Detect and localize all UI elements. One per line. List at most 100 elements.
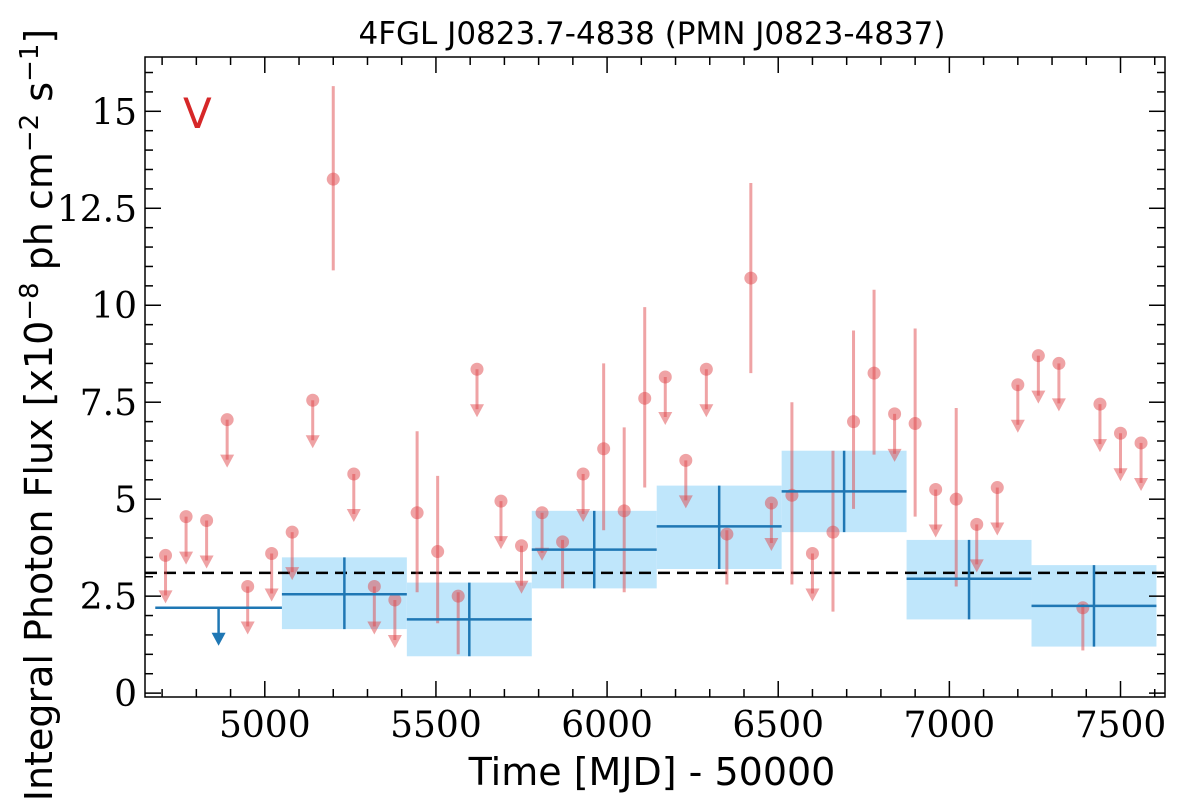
upper-limit-point xyxy=(200,514,214,528)
upper-limit-point xyxy=(306,393,320,407)
upper-limit-arrow xyxy=(535,547,550,561)
y-axis-title: Integral Photon Flux [x10−8 ph cm−2 s−1] xyxy=(15,29,61,800)
upper-limit-point xyxy=(265,546,279,560)
upper-limit-point xyxy=(347,467,361,481)
short-bin-point xyxy=(556,535,570,549)
upper-limit-arrow xyxy=(969,559,984,573)
y-tick-label: 5 xyxy=(114,480,137,521)
y-tick-label: 7.5 xyxy=(80,383,137,424)
short-bin-point xyxy=(908,417,922,431)
upper-limit-arrow xyxy=(576,508,591,522)
labels-layer: 4FGL J0823.7-4838 (PMN J0823-4837) V Tim… xyxy=(15,16,946,801)
upper-limit-point xyxy=(220,413,234,427)
upper-limit-point xyxy=(990,481,1004,495)
y-tick-label: 10 xyxy=(91,286,137,327)
upper-limit-point xyxy=(970,517,984,531)
x-tick-label: 7500 xyxy=(1075,705,1167,746)
upper-limit-arrow xyxy=(305,435,320,449)
short-bin-point xyxy=(720,527,734,541)
upper-limit-point xyxy=(179,510,193,524)
upper-limit-point xyxy=(241,579,255,593)
chart-title: 4FGL J0823.7-4838 (PMN J0823-4837) xyxy=(358,16,945,52)
upper-limit-arrow xyxy=(179,551,194,565)
y-tick-label: 0 xyxy=(114,674,137,715)
upper-limit-arrow xyxy=(928,524,943,538)
short-bin-point xyxy=(617,504,631,518)
upper-limit-point xyxy=(388,593,402,607)
upper-limit-arrow xyxy=(1051,398,1066,412)
short-bin-point xyxy=(1076,601,1090,615)
upper-limit-arrow xyxy=(1031,390,1046,404)
upper-limit-point xyxy=(494,494,508,508)
ticks-layer: 5000 5500 6000 6500 7000 7500 0 2.5 5 7.5 10 12.5 15 xyxy=(57,57,1166,746)
upper-limit-point xyxy=(285,525,299,539)
upper-limit-arrow xyxy=(240,621,255,635)
y-axis-title-exp2: −2 xyxy=(15,114,45,152)
upper-limit-arrow xyxy=(1092,439,1107,453)
short-bin-point xyxy=(597,442,611,456)
upper-limit-arrow xyxy=(764,538,779,552)
upper-limit-point xyxy=(367,579,381,593)
y-tick-label: 12.5 xyxy=(57,189,137,230)
axes-frame xyxy=(144,56,1166,698)
upper-limit-arrow xyxy=(678,495,693,509)
upper-limit-arrow xyxy=(346,508,361,522)
upper-limit-point xyxy=(515,539,529,553)
upper-limit-point xyxy=(888,407,902,421)
upper-limit-point xyxy=(159,548,173,562)
upper-limit-point xyxy=(1134,436,1148,450)
short-bin-point xyxy=(949,492,963,506)
long-bin-upper-limit-arrow xyxy=(211,632,226,646)
short-bin-point xyxy=(326,172,340,186)
upper-limit-point xyxy=(929,482,943,496)
short-bin-point xyxy=(744,271,758,285)
short-bin-point xyxy=(410,506,424,520)
y-axis-title-exp3: −1 xyxy=(15,44,45,82)
upper-limit-arrow xyxy=(990,522,1005,536)
upper-limit-point xyxy=(1031,349,1045,363)
upper-limit-arrow xyxy=(158,590,173,604)
upper-limit-arrow xyxy=(1134,477,1149,491)
upper-limit-arrow xyxy=(805,588,820,602)
upper-limit-arrow xyxy=(199,555,214,569)
upper-limit-arrow xyxy=(387,635,402,649)
short-bin-point xyxy=(638,391,652,405)
short-bin-point xyxy=(451,589,465,603)
upper-limit-point xyxy=(470,362,484,376)
upper-limit-point xyxy=(764,496,778,510)
plot-frame xyxy=(144,56,1166,698)
short-bin-point xyxy=(431,545,445,559)
x-tick-label: 6000 xyxy=(561,705,653,746)
x-tick-label: 5000 xyxy=(219,705,311,746)
y-axis-title-middle2: s xyxy=(17,82,61,114)
upper-limit-point xyxy=(699,362,713,376)
upper-limit-point xyxy=(576,467,590,481)
upper-limit-point xyxy=(1052,356,1066,370)
upper-limit-point xyxy=(535,506,549,520)
upper-limit-point xyxy=(1114,426,1128,440)
x-tick-label: 6500 xyxy=(732,705,824,746)
short-bin-point xyxy=(847,415,861,429)
upper-limit-arrow xyxy=(887,448,902,462)
upper-limit-point xyxy=(1011,378,1025,392)
y-tick-label: 15 xyxy=(91,92,137,133)
short-bin-point xyxy=(826,525,840,539)
upper-limit-arrow xyxy=(1113,468,1128,482)
upper-limit-arrow xyxy=(264,588,279,602)
upper-limit-arrow xyxy=(470,404,485,418)
upper-limit-point xyxy=(805,546,819,560)
long-bin-layer xyxy=(155,450,1157,657)
upper-limit-arrow xyxy=(220,454,235,468)
upper-limit-arrow xyxy=(493,536,508,550)
upper-limit-point xyxy=(658,370,672,384)
x-tick-label: 5500 xyxy=(390,705,482,746)
upper-limit-point xyxy=(1093,397,1107,411)
y-axis-title-suffix: ] xyxy=(17,29,61,44)
y-tick-label: 2.5 xyxy=(80,577,137,618)
points-layer xyxy=(158,86,1149,655)
upper-limit-arrow xyxy=(514,580,529,594)
upper-limit-arrow xyxy=(285,567,300,581)
y-axis-title-exp1: −8 xyxy=(15,282,45,320)
